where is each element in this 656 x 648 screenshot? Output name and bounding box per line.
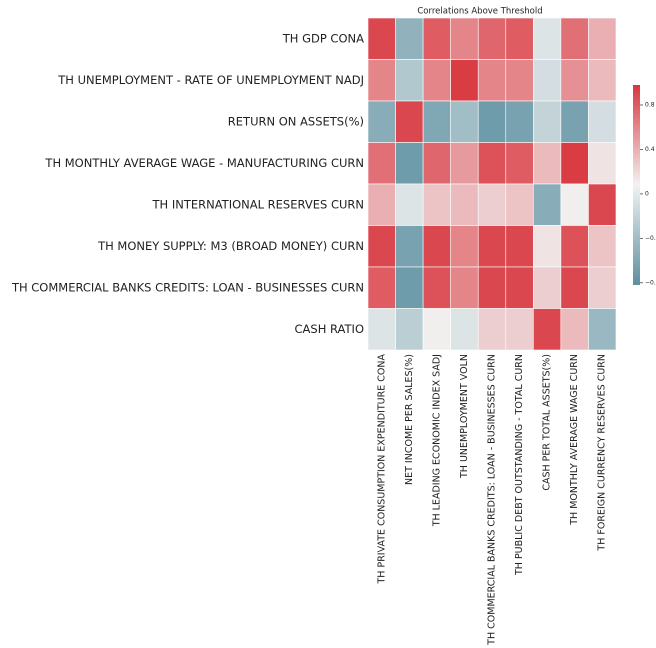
chart-title: Correlations Above Threshold [417,7,542,17]
row-label: TH GDP CONA [282,31,364,45]
heatmap-cell [505,183,534,226]
colorbar-tick-label: 0.4 [645,146,655,153]
heatmap-cell [395,17,424,60]
colorbar-tick-label: −0.4 [645,235,656,242]
heatmap-cell [477,308,507,351]
heatmap-cell [367,100,396,143]
heatmap-cell [422,225,451,268]
heatmap-cell [505,17,534,60]
heatmap-cell [533,100,562,143]
heatmap-cell [395,100,424,143]
heatmap-cell [533,183,562,226]
row-label: CASH RATIO [295,322,364,336]
heatmap-cell [450,142,479,185]
heatmap-cell [505,266,534,309]
heatmap-cell [450,183,479,226]
heatmap-cell [367,17,396,60]
heatmap-cell [560,17,589,60]
heatmap-cell [367,183,396,226]
heatmap-cell [395,183,424,226]
heatmap-cell [588,308,617,351]
heatmap-cell [367,142,396,185]
heatmap-cell [505,100,534,143]
row-label: TH MONEY SUPPLY: M3 (BROAD MONEY) CURN [97,239,364,253]
row-label: TH COMMERCIAL BANKS CREDITS: LOAN - BUSI… [11,280,364,294]
heatmap-cell [533,308,562,351]
heatmap-cell [450,225,479,268]
heatmap-cell [395,308,424,351]
row-label: RETURN ON ASSETS(%) [228,114,364,128]
heatmap-cell [533,59,562,102]
heatmap-cell [395,266,424,309]
heatmap-cell [422,100,451,143]
heatmap-cell [588,183,617,226]
heatmap-cell [395,59,424,102]
heatmap-cell [588,142,617,185]
heatmap-cell [477,100,507,143]
heatmap-cell [422,308,451,351]
heatmap-cell [505,59,534,102]
heatmap-cell [533,17,562,60]
heatmap-cell [395,142,424,185]
heatmap-cell [422,142,451,185]
heatmap-cell [367,308,396,351]
heatmap-cell [450,266,479,309]
heatmap-cell [477,225,507,268]
heatmap-cell [505,225,534,268]
row-label: TH MONTHLY AVERAGE WAGE - MANUFACTURING … [44,156,364,170]
heatmap-cell [588,266,617,309]
heatmap-cell [422,183,451,226]
heatmap-cell [588,59,617,102]
heatmap-cell [560,59,589,102]
heatmap-cell [588,17,617,60]
colorbar [633,85,640,285]
heatmap-cell [477,183,507,226]
heatmap-cell [560,142,589,185]
column-label: TH PRIVATE CONSUMPTION EXPENDITURE CONA [376,354,387,585]
heatmap-cell [367,266,396,309]
column-label: CASH PER TOTAL ASSETS(%) [542,354,553,491]
column-label: TH PUBLIC DEBT OUTSTANDING - TOTAL CURN [514,354,525,576]
heatmap-cell [422,266,451,309]
heatmap-cell [367,59,396,102]
heatmap-cell [588,225,617,268]
heatmap-cell [450,308,479,351]
heatmap-cell [533,142,562,185]
heatmap-cell [367,225,396,268]
heatmap-cell [505,308,534,351]
column-label: TH LEADING ECONOMIC INDEX SADJ [431,354,442,527]
heatmap-cell [395,225,424,268]
column-label: TH UNEMPLOYMENT VOLN [459,354,470,479]
colorbar-tick-label: 0.8 [645,102,655,109]
heatmap-cell [560,266,589,309]
heatmap-cell [533,266,562,309]
heatmap-cell [422,59,451,102]
heatmap-cell [560,225,589,268]
heatmap-cell [450,59,479,102]
column-label: NET INCOME PER SALES(%) [404,354,415,485]
column-label: TH FOREIGN CURRENCY RESERVES CURN [597,354,608,552]
heatmap-cell [422,17,451,60]
heatmap-cell [450,17,479,60]
column-label: TH MONTHLY AVERAGE WAGE CURN [569,354,580,526]
heatmap-cell [477,142,507,185]
column-label: TH COMMERCIAL BANKS CREDITS: LOAN - BUSI… [487,354,498,646]
heatmap-cell [477,266,507,309]
heatmap-cell [477,59,507,102]
colorbar-tick-label: 0 [645,190,649,197]
heatmap-cell [477,17,507,60]
heatmap-cell [560,308,589,351]
heatmap-cell [560,183,589,226]
colorbar-tick-label: −0.8 [645,279,656,286]
heatmap-cell [560,100,589,143]
heatmap-cell [533,225,562,268]
row-label: TH INTERNATIONAL RESERVES CURN [152,197,365,211]
heatmap-cell [505,142,534,185]
heatmap-cell [588,100,617,143]
row-label: TH UNEMPLOYMENT - RATE OF UNEMPLOYMENT N… [57,73,364,87]
heatmap-cell [450,100,479,143]
